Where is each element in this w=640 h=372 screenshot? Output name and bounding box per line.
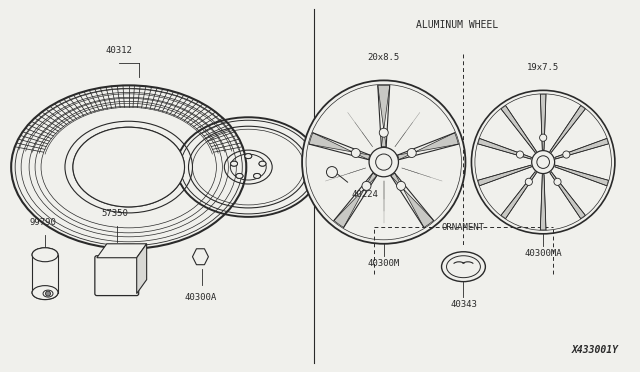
Text: 57350: 57350 [101, 209, 128, 218]
Polygon shape [97, 244, 147, 258]
Circle shape [45, 291, 51, 296]
Text: 19x7.5: 19x7.5 [527, 63, 559, 73]
Circle shape [525, 178, 532, 185]
Circle shape [326, 167, 337, 177]
Ellipse shape [236, 173, 243, 179]
Polygon shape [550, 172, 585, 218]
Circle shape [397, 182, 406, 190]
Text: 40343: 40343 [450, 299, 477, 309]
Circle shape [362, 182, 371, 190]
Ellipse shape [32, 286, 58, 299]
Polygon shape [550, 106, 585, 153]
Polygon shape [540, 175, 546, 230]
Circle shape [351, 148, 360, 157]
Polygon shape [193, 249, 209, 265]
Text: ORNAMENT: ORNAMENT [442, 223, 485, 232]
Ellipse shape [230, 161, 237, 166]
Polygon shape [137, 244, 147, 294]
Polygon shape [334, 173, 377, 227]
Polygon shape [397, 133, 458, 160]
Text: 40300MA: 40300MA [524, 249, 562, 258]
Ellipse shape [253, 173, 260, 179]
Ellipse shape [73, 127, 184, 207]
Circle shape [407, 148, 416, 157]
Circle shape [540, 134, 547, 141]
Circle shape [554, 178, 561, 185]
Polygon shape [378, 86, 390, 147]
FancyBboxPatch shape [32, 255, 58, 293]
Circle shape [516, 151, 524, 158]
Ellipse shape [11, 86, 246, 249]
Polygon shape [391, 173, 433, 227]
Text: 40300A: 40300A [184, 293, 216, 302]
Text: 40300M: 40300M [367, 259, 400, 268]
Circle shape [472, 90, 615, 234]
Circle shape [563, 151, 570, 158]
Polygon shape [309, 133, 370, 160]
Circle shape [532, 151, 555, 174]
Ellipse shape [43, 290, 53, 297]
Circle shape [380, 128, 388, 137]
Text: 99790: 99790 [29, 218, 56, 227]
Ellipse shape [177, 117, 320, 217]
Ellipse shape [259, 161, 266, 166]
Ellipse shape [244, 154, 252, 158]
Circle shape [302, 80, 465, 244]
Polygon shape [501, 106, 536, 153]
Polygon shape [555, 165, 609, 186]
Text: X433001Y: X433001Y [572, 345, 619, 355]
Text: 40224: 40224 [352, 190, 379, 199]
Text: ALUMINUM WHEEL: ALUMINUM WHEEL [416, 20, 498, 30]
Polygon shape [478, 165, 531, 186]
Polygon shape [555, 138, 609, 159]
Ellipse shape [442, 252, 485, 282]
Text: 40312: 40312 [106, 46, 132, 55]
Text: 20x8.5: 20x8.5 [367, 54, 400, 62]
Polygon shape [540, 94, 546, 150]
Polygon shape [478, 138, 531, 159]
FancyBboxPatch shape [95, 256, 139, 296]
Ellipse shape [32, 248, 58, 262]
Polygon shape [501, 172, 536, 218]
Circle shape [369, 147, 399, 177]
